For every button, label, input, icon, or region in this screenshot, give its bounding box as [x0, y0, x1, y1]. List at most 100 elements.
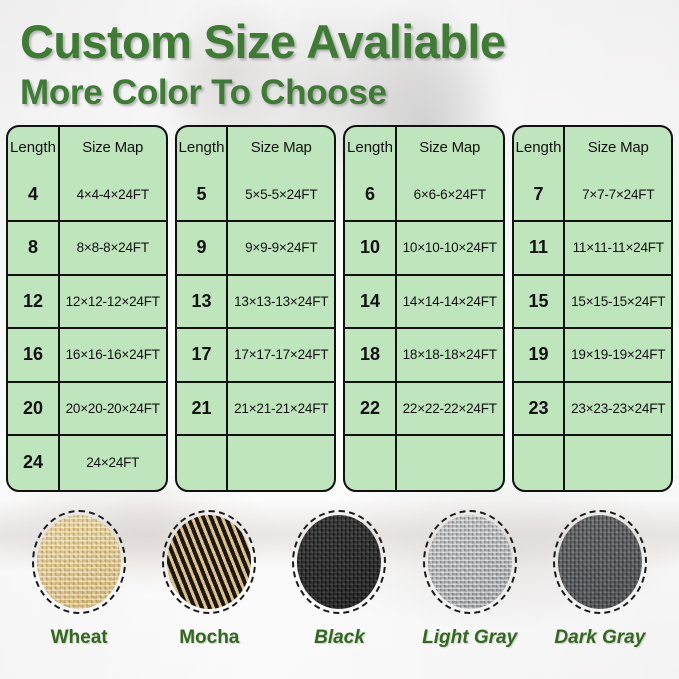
cell-length [176, 436, 229, 490]
cell-length: 23 [513, 382, 566, 437]
swatch-dashed-ring [552, 509, 647, 614]
cell-size-map: 18×18-18×24FT [396, 329, 503, 383]
cell-length: 20 [8, 382, 60, 437]
table-row: 17 17×17-17×24FT [176, 329, 334, 383]
table-row [176, 436, 334, 490]
page-subtitle: More Color To Choose [20, 72, 387, 112]
fabric-texture-icon [427, 514, 512, 609]
column-header-length: Length [513, 126, 566, 169]
size-tables-band: Length Size Map 4 4×4-4×24FT 8 8×8-8×24FT 12 12… [0, 124, 679, 492]
swatch-label: Light Gray [422, 626, 518, 648]
fabric-texture-icon [167, 514, 252, 609]
table-row: 23 23×23-23×24FT [513, 382, 671, 437]
cell-size-map: 16×16-16×24FT [59, 329, 166, 383]
size-table-3: Length Size Map 6 6×6-6×24FT 10 10×10-10×24FT… [343, 124, 505, 492]
cell-size-map: 6×6-6×24FT [396, 168, 503, 223]
cell-length: 7 [513, 168, 566, 223]
cell-length: 24 [8, 436, 60, 490]
table-row: 13 13×13-13×24FT [176, 275, 334, 330]
swatch-dashed-ring [422, 509, 517, 614]
table-row: 11 11×11-11×24FT [513, 222, 671, 276]
cell-size-map: 9×9-9×24FT [228, 222, 334, 276]
cell-size-map: 14×14-14×24FT [396, 275, 503, 330]
swatch-label: Wheat [50, 626, 108, 648]
column-header-size-map: Size Map [565, 126, 671, 169]
column-header-length: Length [176, 126, 229, 169]
cell-size-map: 7×7-7×24FT [565, 168, 671, 223]
column-header-size-map: Size Map [59, 126, 166, 169]
color-swatch-black[interactable]: Black [282, 509, 397, 649]
color-swatch-mocha[interactable]: Mocha [152, 509, 267, 649]
color-swatch-light-gray[interactable]: Light Gray [412, 509, 527, 649]
column-header-length: Length [8, 126, 60, 169]
cell-length: 11 [513, 222, 566, 276]
cell-size-map [228, 436, 334, 490]
swatch-label: Dark Gray [554, 626, 646, 648]
cell-size-map: 15×15-15×24FT [565, 275, 671, 330]
cell-length: 5 [176, 168, 229, 223]
color-swatch-dark-gray[interactable]: Dark Gray [542, 509, 657, 649]
cell-length: 17 [176, 329, 229, 383]
cell-length: 18 [345, 329, 397, 383]
column-header-length: Length [345, 126, 397, 169]
cell-size-map: 22×22-22×24FT [396, 382, 503, 437]
table-row: 18 18×18-18×24FT [345, 329, 503, 383]
cell-length: 8 [8, 222, 60, 276]
table-row: 8 8×8-8×24FT [8, 222, 166, 276]
table-row: 15 15×15-15×24FT [513, 275, 671, 330]
cell-size-map: 20×20-20×24FT [59, 382, 166, 437]
color-swatch-band: Wheat Mocha Black Light Gray Dark Gray [0, 509, 679, 649]
swatch-label: Mocha [179, 626, 240, 648]
table-row: 9 9×9-9×24FT [176, 222, 334, 276]
table-row: 4 4×4-4×24FT [8, 168, 166, 223]
table-row: 6 6×6-6×24FT [345, 168, 503, 223]
fabric-texture-icon [297, 514, 382, 609]
fabric-texture-icon [37, 514, 122, 609]
cell-length: 9 [176, 222, 229, 276]
swatch-dashed-ring [32, 509, 127, 614]
column-header-size-map: Size Map [228, 126, 334, 169]
cell-length: 12 [8, 275, 60, 330]
cell-size-map: 11×11-11×24FT [565, 222, 671, 276]
color-swatch-wheat[interactable]: Wheat [22, 509, 137, 649]
cell-length: 16 [8, 329, 60, 383]
cell-size-map: 10×10-10×24FT [396, 222, 503, 276]
cell-size-map: 19×19-19×24FT [565, 329, 671, 383]
cell-length [513, 436, 566, 490]
cell-length: 22 [345, 382, 397, 437]
column-header-size-map: Size Map [396, 126, 503, 169]
table-row [345, 436, 503, 490]
swatch-dashed-ring [162, 509, 257, 614]
swatch-dashed-ring [292, 509, 387, 614]
cell-size-map: 21×21-21×24FT [228, 382, 334, 437]
heading-block: Custom Size Avaliable More Color To Choo… [0, 0, 679, 112]
cell-length: 6 [345, 168, 397, 223]
cell-size-map: 13×13-13×24FT [228, 275, 334, 330]
table-row: 16 16×16-16×24FT [8, 329, 166, 383]
page-title: Custom Size Avaliable [20, 15, 506, 68]
cell-length [345, 436, 397, 490]
table-row: 12 12×12-12×24FT [8, 275, 166, 330]
cell-length: 10 [345, 222, 397, 276]
cell-length: 13 [176, 275, 229, 330]
cell-length: 14 [345, 275, 397, 330]
cell-size-map: 4×4-4×24FT [59, 168, 166, 223]
table-row: 19 19×19-19×24FT [513, 329, 671, 383]
table-row: 14 14×14-14×24FT [345, 275, 503, 330]
table-row: 20 20×20-20×24FT [8, 382, 166, 437]
size-table-4: Length Size Map 7 7×7-7×24FT 11 11×11-11×24FT… [511, 124, 673, 492]
size-table-1: Length Size Map 4 4×4-4×24FT 8 8×8-8×24FT 12 12… [6, 124, 168, 492]
table-row [513, 436, 671, 490]
cell-size-map: 8×8-8×24FT [59, 222, 166, 276]
cell-size-map: 12×12-12×24FT [59, 275, 166, 330]
cell-size-map [396, 436, 503, 490]
cell-size-map: 24×24FT [59, 436, 166, 490]
cell-length: 15 [513, 275, 566, 330]
table-row: 5 5×5-5×24FT [176, 168, 334, 223]
cell-size-map: 5×5-5×24FT [228, 168, 334, 223]
swatch-label: Black [314, 626, 365, 648]
cell-length: 19 [513, 329, 566, 383]
cell-size-map: 23×23-23×24FT [565, 382, 671, 437]
fabric-texture-icon [557, 514, 642, 609]
table-row: 7 7×7-7×24FT [513, 168, 671, 223]
